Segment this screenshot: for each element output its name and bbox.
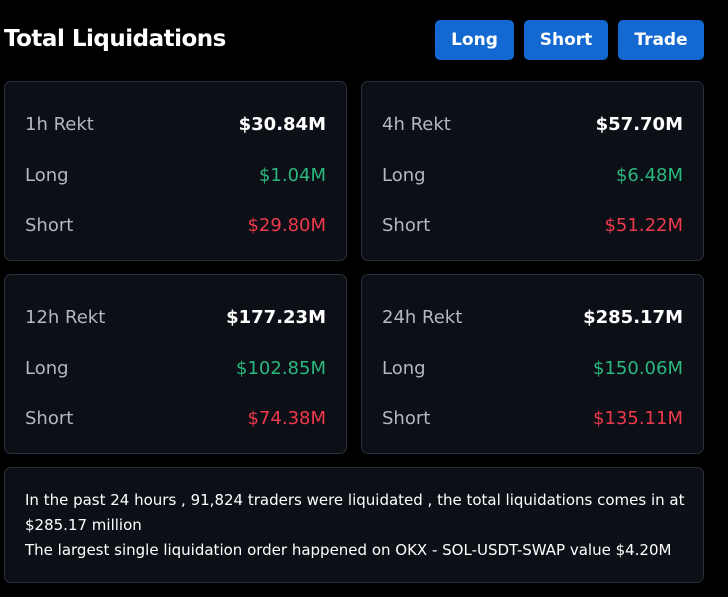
long-row: Long $6.48M <box>382 163 683 187</box>
short-row: Short $135.11M <box>382 406 683 430</box>
card-12h-rekt: 12h Rekt $177.23M Long $102.85M Short $7… <box>4 274 347 454</box>
long-value: $102.85M <box>236 357 326 379</box>
period-label: 24h Rekt <box>382 306 463 328</box>
long-value: $6.48M <box>615 164 683 186</box>
short-label: Short <box>382 407 431 429</box>
short-label: Short <box>25 407 74 429</box>
short-value: $29.80M <box>247 214 326 236</box>
short-label: Short <box>25 214 74 236</box>
short-value: $74.38M <box>247 407 326 429</box>
period-label: 12h Rekt <box>25 306 106 328</box>
period-label: 4h Rekt <box>382 113 451 135</box>
total-row: 4h Rekt $57.70M <box>382 112 683 136</box>
short-button[interactable]: Short <box>524 20 608 60</box>
long-row: Long $102.85M <box>25 356 326 380</box>
total-row: 1h Rekt $30.84M <box>25 112 326 136</box>
long-value: $1.04M <box>258 164 326 186</box>
summary-box: In the past 24 hours , 91,824 traders we… <box>4 467 704 583</box>
short-value: $135.11M <box>593 407 683 429</box>
short-row: Short $51.22M <box>382 213 683 237</box>
summary-line-1: In the past 24 hours , 91,824 traders we… <box>25 491 685 509</box>
short-row: Short $74.38M <box>25 406 326 430</box>
long-value: $150.06M <box>593 357 683 379</box>
page-title: Total Liquidations <box>4 26 226 52</box>
long-label: Long <box>25 357 69 379</box>
long-label: Long <box>25 164 69 186</box>
short-label: Short <box>382 214 431 236</box>
summary-line-3: The largest single liquidation order hap… <box>25 541 672 559</box>
total-row: 12h Rekt $177.23M <box>25 305 326 329</box>
long-row: Long $150.06M <box>382 356 683 380</box>
total-value: $30.84M <box>238 113 326 135</box>
long-label: Long <box>382 357 426 379</box>
trade-button[interactable]: Trade <box>618 20 704 60</box>
long-button[interactable]: Long <box>435 20 514 60</box>
card-4h-rekt: 4h Rekt $57.70M Long $6.48M Short $51.22… <box>361 81 704 261</box>
total-value: $285.17M <box>583 306 683 328</box>
total-value: $177.23M <box>226 306 326 328</box>
long-label: Long <box>382 164 426 186</box>
card-24h-rekt: 24h Rekt $285.17M Long $150.06M Short $1… <box>361 274 704 454</box>
short-value: $51.22M <box>604 214 683 236</box>
period-label: 1h Rekt <box>25 113 94 135</box>
short-row: Short $29.80M <box>25 213 326 237</box>
card-1h-rekt: 1h Rekt $30.84M Long $1.04M Short $29.80… <box>4 81 347 261</box>
long-row: Long $1.04M <box>25 163 326 187</box>
summary-line-2: $285.17 million <box>25 516 142 534</box>
total-row: 24h Rekt $285.17M <box>382 305 683 329</box>
total-value: $57.70M <box>595 113 683 135</box>
